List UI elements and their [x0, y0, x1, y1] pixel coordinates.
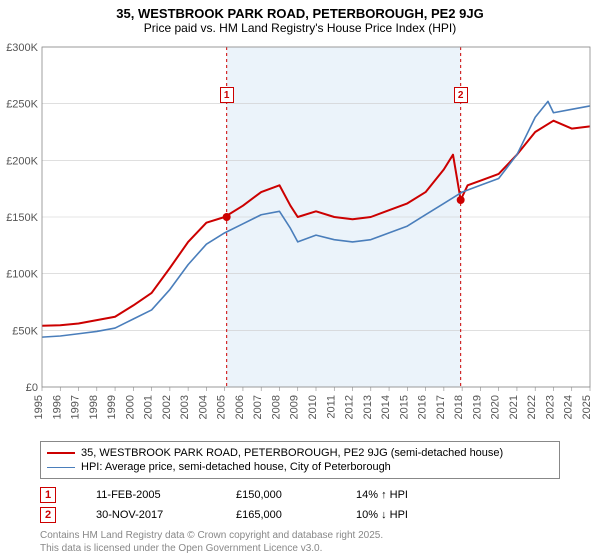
svg-text:1997: 1997 — [70, 395, 82, 419]
sale-marker-badge: 2 — [454, 87, 468, 103]
svg-text:2015: 2015 — [398, 395, 410, 419]
legend-swatch — [47, 452, 75, 454]
svg-text:1996: 1996 — [51, 395, 63, 419]
sales-table: 1 11-FEB-2005 £150,000 14% ↑ HPI 2 30-NOV-201… — [40, 485, 560, 525]
svg-text:1999: 1999 — [106, 395, 118, 419]
svg-text:2011: 2011 — [325, 395, 337, 419]
title-main: 35, WESTBROOK PARK ROAD, PETERBOROUGH, P… — [0, 6, 600, 21]
title-block: 35, WESTBROOK PARK ROAD, PETERBOROUGH, P… — [0, 0, 600, 37]
sale-price: £150,000 — [236, 489, 316, 501]
sale-badge-icon: 1 — [40, 487, 56, 503]
legend-row: HPI: Average price, semi-detached house,… — [47, 460, 553, 474]
footer-line-1: Contains HM Land Registry data © Crown c… — [40, 529, 560, 542]
sale-date: 11-FEB-2005 — [96, 489, 196, 501]
svg-text:2025: 2025 — [581, 395, 593, 419]
sales-table-row: 1 11-FEB-2005 £150,000 14% ↑ HPI — [40, 485, 560, 505]
svg-text:2020: 2020 — [490, 395, 502, 419]
svg-text:2005: 2005 — [216, 395, 228, 419]
svg-text:2013: 2013 — [362, 395, 374, 419]
svg-text:2003: 2003 — [179, 395, 191, 419]
sale-badge-icon: 2 — [40, 507, 56, 523]
legend-label: 35, WESTBROOK PARK ROAD, PETERBOROUGH, P… — [81, 447, 503, 459]
svg-text:2018: 2018 — [453, 395, 465, 419]
sale-marker-badge: 1 — [220, 87, 234, 103]
svg-text:£200K: £200K — [6, 155, 38, 167]
svg-text:£0: £0 — [26, 382, 38, 394]
sale-delta: 10% ↓ HPI — [356, 509, 456, 521]
footer-note: Contains HM Land Registry data © Crown c… — [40, 529, 560, 555]
sale-date: 30-NOV-2017 — [96, 509, 196, 521]
svg-text:2012: 2012 — [344, 395, 356, 419]
svg-text:£300K: £300K — [6, 42, 38, 54]
svg-text:2002: 2002 — [161, 395, 173, 419]
legend-row: 35, WESTBROOK PARK ROAD, PETERBOROUGH, P… — [47, 446, 553, 460]
svg-text:£100K: £100K — [6, 269, 38, 281]
chart-area: £0 £50K £100K £150K £200K £250K £300K 1995 1996 1… — [0, 37, 600, 437]
svg-text:2022: 2022 — [526, 395, 538, 419]
footer-line-2: This data is licensed under the Open Gov… — [40, 542, 560, 555]
svg-text:1998: 1998 — [88, 395, 100, 419]
svg-text:£50K: £50K — [12, 325, 38, 337]
legend-label: HPI: Average price, semi-detached house,… — [81, 461, 391, 473]
svg-text:2024: 2024 — [563, 395, 575, 419]
svg-text:2007: 2007 — [252, 395, 264, 419]
sale-delta: 14% ↑ HPI — [356, 489, 456, 501]
svg-text:2000: 2000 — [124, 395, 136, 419]
sales-table-row: 2 30-NOV-2017 £165,000 10% ↓ HPI — [40, 505, 560, 525]
sale-price: £165,000 — [236, 509, 316, 521]
legend-swatch — [47, 467, 75, 468]
svg-text:£150K: £150K — [6, 212, 38, 224]
svg-text:1995: 1995 — [33, 395, 45, 419]
title-sub: Price paid vs. HM Land Registry's House … — [0, 21, 600, 35]
svg-text:2017: 2017 — [435, 395, 447, 419]
svg-text:2010: 2010 — [307, 395, 319, 419]
svg-text:2006: 2006 — [234, 395, 246, 419]
svg-text:2009: 2009 — [289, 395, 301, 419]
line-chart: £0 £50K £100K £150K £200K £250K £300K 1995 1996 1… — [0, 37, 600, 437]
legend: 35, WESTBROOK PARK ROAD, PETERBOROUGH, P… — [40, 441, 560, 479]
svg-text:£250K: £250K — [6, 99, 38, 111]
svg-text:2008: 2008 — [270, 395, 282, 419]
svg-text:2001: 2001 — [143, 395, 155, 419]
svg-text:2019: 2019 — [471, 395, 483, 419]
svg-text:2014: 2014 — [380, 395, 392, 419]
svg-text:2004: 2004 — [197, 395, 209, 419]
svg-text:2021: 2021 — [508, 395, 520, 419]
svg-text:2023: 2023 — [544, 395, 556, 419]
svg-text:2016: 2016 — [417, 395, 429, 419]
